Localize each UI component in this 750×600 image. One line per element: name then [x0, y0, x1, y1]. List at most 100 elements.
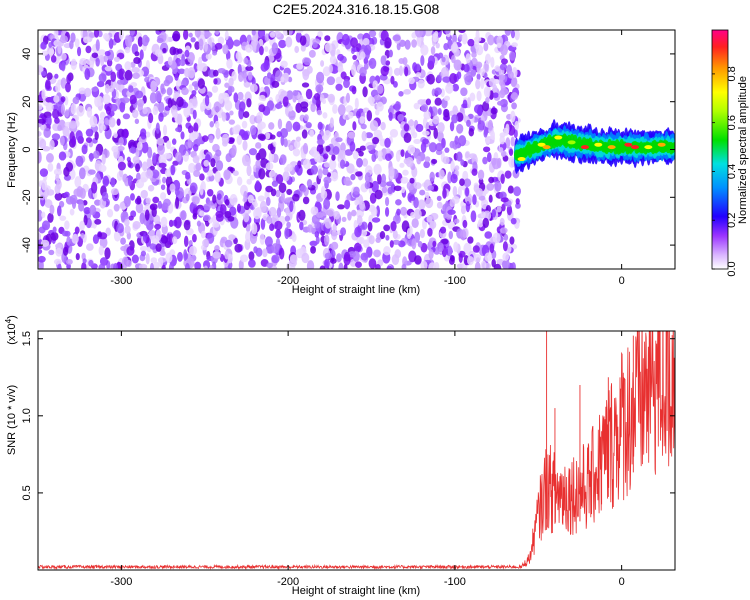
spectrogram-cell [483, 72, 488, 79]
spectrogram-cell [319, 265, 326, 269]
spectrogram-cell [471, 51, 477, 58]
spectrogram-cell [472, 245, 480, 253]
spectrogram-cell [468, 128, 475, 137]
spectrogram-cell [195, 162, 202, 171]
spectrogram-cell [188, 245, 198, 256]
spectrogram-cell [215, 149, 222, 157]
spectrogram-cell [336, 253, 342, 263]
spectrogram-cell [388, 111, 393, 122]
spectrogram-cell [69, 194, 78, 205]
spectrogram-cell [247, 194, 254, 204]
spectrogram-cell [340, 142, 346, 152]
spectrogram-cell [41, 70, 47, 77]
spectrogram-cell [124, 35, 131, 47]
spectrogram-cell [492, 232, 501, 244]
spectrogram-cell [344, 180, 353, 186]
spectrogram-cell [379, 180, 387, 188]
spectrogram-cell [373, 163, 382, 175]
spectrogram-cell [458, 34, 463, 40]
spectrogram-cell [309, 129, 315, 138]
spectrogram-cell [510, 110, 516, 123]
spectrogram-cell [283, 138, 288, 148]
spectrogram-cell [136, 195, 142, 205]
spectrogram-cell [142, 161, 148, 172]
spectrogram-cell [275, 228, 282, 239]
spectrogram-cell [286, 221, 291, 229]
spectrogram-cell [386, 181, 394, 187]
spectrogram-cell [355, 171, 363, 177]
spectrogram-cell [467, 38, 475, 47]
spectrogram-cell [152, 261, 160, 269]
spectrogram-cell [192, 143, 199, 152]
spectrogram-cell [420, 44, 429, 56]
spectrogram-cell [345, 92, 350, 103]
spectrogram-cell [229, 194, 238, 206]
spectrogram-cell [279, 154, 287, 166]
spectrogram-cell [48, 42, 53, 48]
spectrogram-cell [332, 223, 337, 233]
spectrogram-cell [501, 58, 508, 65]
colorbar-gradient [712, 30, 728, 269]
spectrogram-cell [271, 42, 279, 55]
spectrogram-cell [480, 211, 486, 218]
spectrogram-cell [475, 78, 481, 90]
spectrogram-cell [383, 224, 391, 232]
spectrogram-cell [280, 128, 289, 139]
spectrogram-cell [400, 206, 408, 216]
spectrogram-cell [132, 156, 140, 164]
spectrogram-cell [501, 259, 511, 269]
spectrogram-cell [65, 82, 71, 93]
spectrogram-cell [458, 135, 467, 147]
spectrogram-cell [149, 243, 157, 250]
spectrogram-cell [60, 52, 67, 61]
spectrogram-cell [436, 201, 443, 209]
spectrogram-cell [57, 124, 62, 132]
spectrogram-cell [391, 254, 400, 266]
spectrogram-cell [50, 55, 57, 63]
spectrogram-cell [486, 87, 491, 98]
spectrogram-cell [502, 241, 508, 252]
spectrogram-cell [433, 185, 439, 192]
spectrogram-cell [322, 167, 329, 176]
spectrogram-cell [362, 38, 370, 46]
spectrogram-cell [456, 151, 463, 162]
spectrogram-cell [79, 57, 88, 66]
spectrogram-cell [75, 252, 80, 261]
spectrogram-cell [306, 179, 313, 188]
spectrogram-cell [362, 158, 369, 167]
spectrogram-cell [188, 162, 196, 173]
spectrogram-cell [317, 31, 323, 38]
spectrogram-cell [367, 221, 373, 232]
spectrogram-cell [214, 30, 220, 35]
spectrogram-cell [187, 137, 192, 149]
spectrogram-cell [478, 195, 486, 201]
spectrogram-cell [62, 246, 69, 256]
spectrogram-cell [451, 114, 459, 124]
spectrogram-cell [54, 243, 63, 249]
spectrogram-cell [496, 205, 502, 213]
spectrogram-cell [420, 104, 428, 113]
spectrogram-cell [275, 189, 281, 198]
spectrogram-cell [61, 61, 66, 72]
spectrogram-cell [507, 71, 514, 79]
spectrogram-cell [372, 137, 380, 145]
spectrogram-cell [39, 138, 47, 150]
spectrogram-cell [422, 138, 429, 145]
spectrogram-cell [52, 226, 57, 233]
spectrogram-cell [175, 127, 183, 133]
spectrogram-cell [302, 158, 311, 170]
spectrogram-cell [368, 30, 377, 38]
x-tick-label: -100 [444, 275, 466, 287]
spectrogram-cell [280, 76, 285, 83]
spectrogram-cell [68, 120, 77, 129]
spectrogram-cell [400, 149, 405, 157]
spectrogram-cell [335, 191, 340, 202]
spectrogram-cell [228, 119, 236, 125]
spectrogram-cell [324, 258, 330, 269]
spectrogram-cell [224, 251, 229, 260]
spectrogram-cell [274, 220, 283, 231]
spectrogram-cell [267, 143, 274, 151]
spectrogram-cell [317, 168, 323, 180]
spectrogram-cell [41, 211, 46, 219]
spectrogram-cell [151, 235, 160, 245]
